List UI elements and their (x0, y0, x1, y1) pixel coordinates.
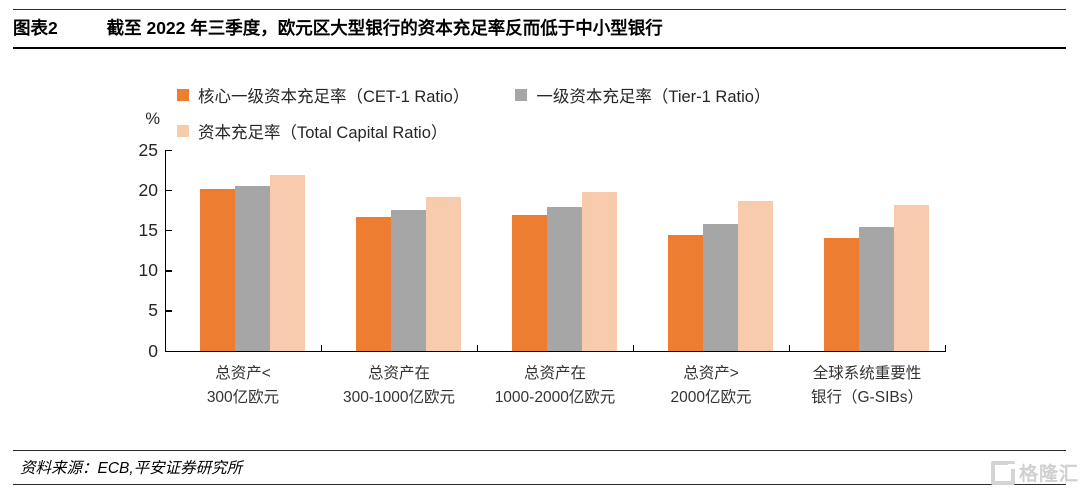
x-category-label: 总资产在 1000-2000亿欧元 (477, 362, 633, 410)
x-category-label: 全球系统重要性 银行（G-SIBs） (789, 362, 945, 410)
bar-series1-group0 (234, 186, 270, 351)
x-category-label-line: 1000-2000亿欧元 (494, 389, 616, 406)
bar-series0-group2 (511, 215, 547, 351)
legend-swatch-icon (177, 89, 189, 101)
bar-series1-group2 (546, 207, 582, 351)
legend-label: 资本充足率（Total Capital Ratio） (198, 124, 448, 142)
x-axis-tick (476, 345, 478, 351)
y-axis-tick (166, 229, 172, 232)
y-tick-label: 15 (138, 219, 158, 240)
x-axis-tick (632, 345, 634, 351)
x-category-label-line: 全球系统重要性 (812, 365, 922, 382)
footer-bottom-rule (13, 484, 1066, 485)
legend-swatch-icon (177, 125, 189, 137)
bar-series1-group1 (390, 210, 426, 351)
x-category-label-line: 银行（G-SIBs） (811, 389, 923, 406)
gelonghui-logo: 格隆汇 (990, 459, 1079, 486)
x-axis-tick (788, 345, 790, 351)
figure-title: 截至 2022 年三季度，欧元区大型银行的资本充足率反而低于中小型银行 (106, 18, 663, 38)
source-text: 资料来源：ECB,平安证券研究所 (20, 460, 243, 477)
x-category-label-line: 2000亿欧元 (670, 389, 752, 406)
legend-item-0: 核心一级资本充足率（CET-1 Ratio） (177, 83, 469, 107)
y-axis-tick (166, 149, 172, 151)
y-tick-label: 0 (148, 340, 158, 361)
x-category-label-line: 300亿欧元 (206, 389, 280, 406)
bar-series2-group4 (893, 204, 929, 351)
x-category-label-line: 总资产< (215, 365, 271, 382)
x-category-label: 总资产在 300-1000亿欧元 (321, 362, 477, 410)
x-category-label: 总资产> 2000亿欧元 (633, 362, 789, 410)
bar-series0-group1 (355, 216, 391, 351)
y-tick-label: 5 (148, 300, 158, 321)
bar-series0-group4 (823, 238, 859, 351)
bar-series0-group3 (667, 235, 703, 351)
x-category-label-line: 总资产> (683, 365, 739, 382)
footer-top-rule (13, 450, 1066, 451)
legend-swatch-icon (515, 89, 528, 101)
y-tick-label: 20 (138, 179, 158, 200)
x-category-label-line: 300-1000亿欧元 (342, 389, 455, 406)
figure-label: 图表2 (13, 18, 58, 38)
bar-series2-group0 (269, 174, 305, 351)
legend-label: 一级资本充足率（Tier-1 Ratio） (536, 88, 771, 106)
legend-item-1: 一级资本充足率（Tier-1 Ratio） (515, 83, 770, 107)
x-category-label-line: 总资产在 (523, 365, 586, 382)
gelonghui-g-icon (990, 460, 1015, 485)
y-tick-label: 25 (138, 139, 158, 160)
x-axis-tick (944, 345, 946, 351)
plot-area (165, 149, 946, 352)
y-tick-label: 10 (138, 260, 158, 281)
chart-legend: 核心一级资本充足率（CET-1 Ratio） 一级资本充足率（Tier-1 Rat… (177, 83, 889, 143)
bar-series1-group3 (702, 223, 738, 351)
y-axis-tick (166, 270, 172, 272)
bar-series2-group1 (425, 196, 461, 351)
bar-series2-group3 (737, 200, 773, 351)
bar-series0-group0 (199, 189, 235, 351)
x-axis-tick (320, 345, 322, 351)
x-category-label-line: 总资产在 (367, 365, 430, 382)
y-axis-tick (166, 310, 172, 312)
legend-label: 核心一级资本充足率（CET-1 Ratio） (198, 88, 470, 106)
figure-header: 图表2 截至 2022 年三季度，欧元区大型银行的资本充足率反而低于中小型银行 (13, 9, 1066, 49)
y-axis-unit-label: % (145, 110, 160, 128)
gelonghui-logo-text: 格隆汇 (1018, 464, 1079, 485)
x-category-label: 总资产< 300亿欧元 (165, 362, 321, 410)
legend-item-2: 资本充足率（Total Capital Ratio） (177, 119, 447, 143)
bar-series2-group2 (581, 191, 617, 351)
y-axis-tick (166, 189, 172, 192)
bar-series1-group4 (858, 227, 894, 351)
